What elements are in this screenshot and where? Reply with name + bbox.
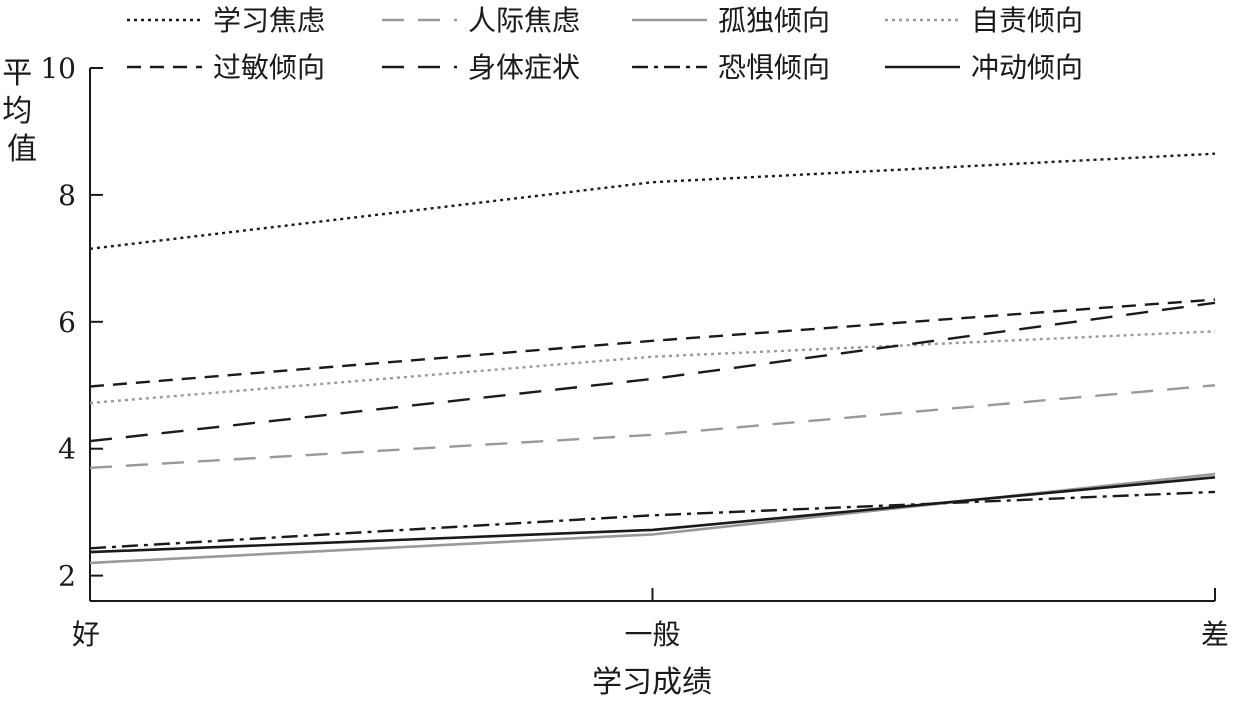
y-axis-title-char-3: 值 [7, 132, 37, 167]
legend-label: 孤独倾向 [718, 4, 830, 37]
y-axis-title: 平 均 值 [2, 56, 42, 167]
x-tick-label: 好 [72, 618, 100, 651]
legend-label: 过敏倾向 [213, 51, 325, 84]
series-line-4 [89, 330, 1216, 405]
y-ticks: 2 4 6 8 10 [40, 52, 103, 593]
legend-label: 学习焦虑 [213, 4, 325, 37]
x-tick-label: 差 [1201, 618, 1229, 651]
y-axis-title-char-2: 均 [2, 94, 32, 129]
series-line-1 [89, 152, 1216, 250]
series-line-8 [89, 476, 1216, 554]
x-ticks: 好 一般 差 [72, 588, 1229, 651]
y-tick-label: 6 [58, 306, 76, 339]
series-line-6 [89, 301, 1216, 443]
legend-label: 身体症状 [468, 51, 580, 84]
y-axis-title-char-1: 平 [2, 56, 32, 91]
y-tick-label: 10 [40, 52, 76, 85]
x-tick-label: 一般 [624, 618, 680, 651]
y-tick-label: 2 [58, 560, 76, 593]
legend-label: 人际焦虑 [468, 4, 580, 37]
x-axis-title: 学习成绩 [592, 665, 712, 700]
series-line-2 [89, 384, 1216, 469]
y-tick-label: 8 [58, 179, 76, 212]
series-line-3 [89, 472, 1216, 565]
series-line-7 [89, 490, 1216, 550]
y-tick-label: 4 [58, 433, 76, 466]
series-line-5 [89, 298, 1216, 388]
legend-label: 恐惧倾向 [718, 51, 830, 84]
legend-label: 冲动倾向 [971, 51, 1083, 84]
series-lines [89, 152, 1216, 565]
legend-label: 自责倾向 [971, 4, 1083, 37]
